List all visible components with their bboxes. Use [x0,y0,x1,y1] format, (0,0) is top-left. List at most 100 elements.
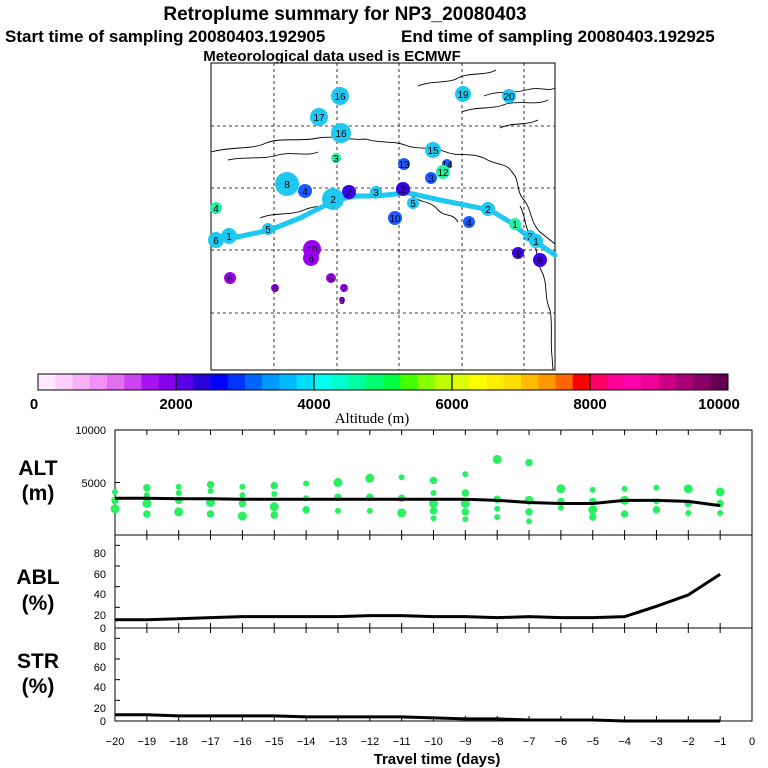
cluster-dot [425,172,437,184]
cluster-label: 4 [302,187,308,198]
cluster-dot [331,87,349,105]
x-tick-label: −19 [138,736,157,748]
alt-point [206,480,215,489]
alt-point [397,508,407,518]
cluster-dot [425,142,441,158]
alt-median-line [115,496,721,508]
x-tick-label: −11 [393,736,411,748]
cluster-label: 16 [335,129,347,140]
abl-ytick: 40 [94,589,106,601]
x-tick-label: −10 [424,736,443,748]
alt-point [398,474,405,481]
str-line [115,713,721,723]
alt-point [462,516,469,523]
x-tick-label: −14 [297,736,316,748]
colorbar-cells [38,374,729,390]
colorbar-cell [279,374,298,390]
cluster-dot [340,284,348,292]
cluster-marker: 3 [370,186,382,199]
cluster-marker: 6 [303,250,319,266]
colorbar-cell [38,374,56,390]
x-tick-label: −4 [618,736,631,748]
alt-point [237,511,247,521]
cluster-dot [463,216,475,228]
alt-ytick: 10000 [75,425,106,437]
cluster-label: 4 [466,218,472,229]
abl-line [115,573,721,622]
alt-point [494,514,501,521]
cluster-marker: 13 [398,158,410,171]
colorbar-cell [89,374,108,390]
alt-panel-label: ALT [18,457,57,480]
colorbar-tick: 4000 [297,396,330,413]
figure-title: Retroplume summary for NP3_20080403 [163,4,526,25]
colorbar-cell [227,374,246,390]
cluster-dot [533,253,547,267]
cluster-label: 16 [334,92,346,103]
alt-point [142,499,152,508]
cluster-dot [342,185,356,199]
alt-point [112,488,118,495]
colorbar-cell [469,374,487,390]
cluster-marker: 1 [221,228,237,244]
colorbar-cell [572,374,591,390]
colorbar-cell [141,374,160,390]
cluster-marker: 10 [388,211,402,225]
x-tick-label: −17 [201,736,220,748]
cluster-dot [271,284,279,292]
alt-point [429,476,438,485]
alt-point [715,487,725,497]
str-ytick: 80 [94,641,106,653]
colorbar-cell [434,374,453,390]
cluster-marker: 15 [425,142,441,158]
alt-point [143,492,150,499]
cluster-dot [210,202,222,214]
colorbar-cell [331,374,349,390]
cluster-label: 7 [346,188,352,199]
alt-point [270,511,278,519]
cluster-label: 14 [441,160,453,171]
cluster-label: 2 [400,185,406,196]
colorbar-cell [296,374,315,390]
cluster-label: 5 [265,225,271,236]
cluster-marker: 1 [512,247,524,260]
alt-point [143,510,151,518]
cluster-marker: 1 [509,218,521,231]
cluster-dot [455,86,471,102]
colorbar-tick: 2000 [159,396,192,413]
colorbar-cell [158,374,177,390]
alt-point [588,505,598,515]
alt-point [652,506,661,514]
cluster-dot [275,172,299,196]
x-tick-labels: −20 −19 −18 −17 −16 −15 −14 −13 −12 −11 −10 −9 −8 −7−… [106,736,755,748]
cluster-marker: 6 [208,232,224,248]
alt-point [334,507,341,514]
cluster-label: 3 [373,188,379,199]
colorbar-cell [659,374,677,390]
cluster-marker: 3 [331,153,341,165]
cluster-dot [436,165,450,179]
alt-point [430,515,437,522]
alt-point [589,513,597,521]
x-tick-label: −2 [682,736,695,748]
alt-point [683,484,693,494]
cluster-label: 4 [213,204,219,215]
time-series-plots [110,429,753,723]
cluster-label: 6 [272,284,278,295]
cluster-marker: 8 [533,253,547,267]
alt-point [717,509,724,516]
alt-point [621,485,628,492]
alt-point [461,508,470,516]
alt-point [653,484,660,491]
cluster-marker: 3 [339,296,345,307]
alt-point [460,499,470,508]
x-tick-label: −16 [233,736,252,748]
alt-point [589,486,596,493]
alt-point [270,481,278,490]
cluster-label: 6 [308,254,314,265]
alt-point [239,492,246,499]
cluster-marker: 17 [310,108,328,126]
cluster-marker: 7 [342,185,356,199]
cluster-dot [388,211,402,225]
start-time-label: Start time of sampling 20080403.192905 [5,27,325,46]
